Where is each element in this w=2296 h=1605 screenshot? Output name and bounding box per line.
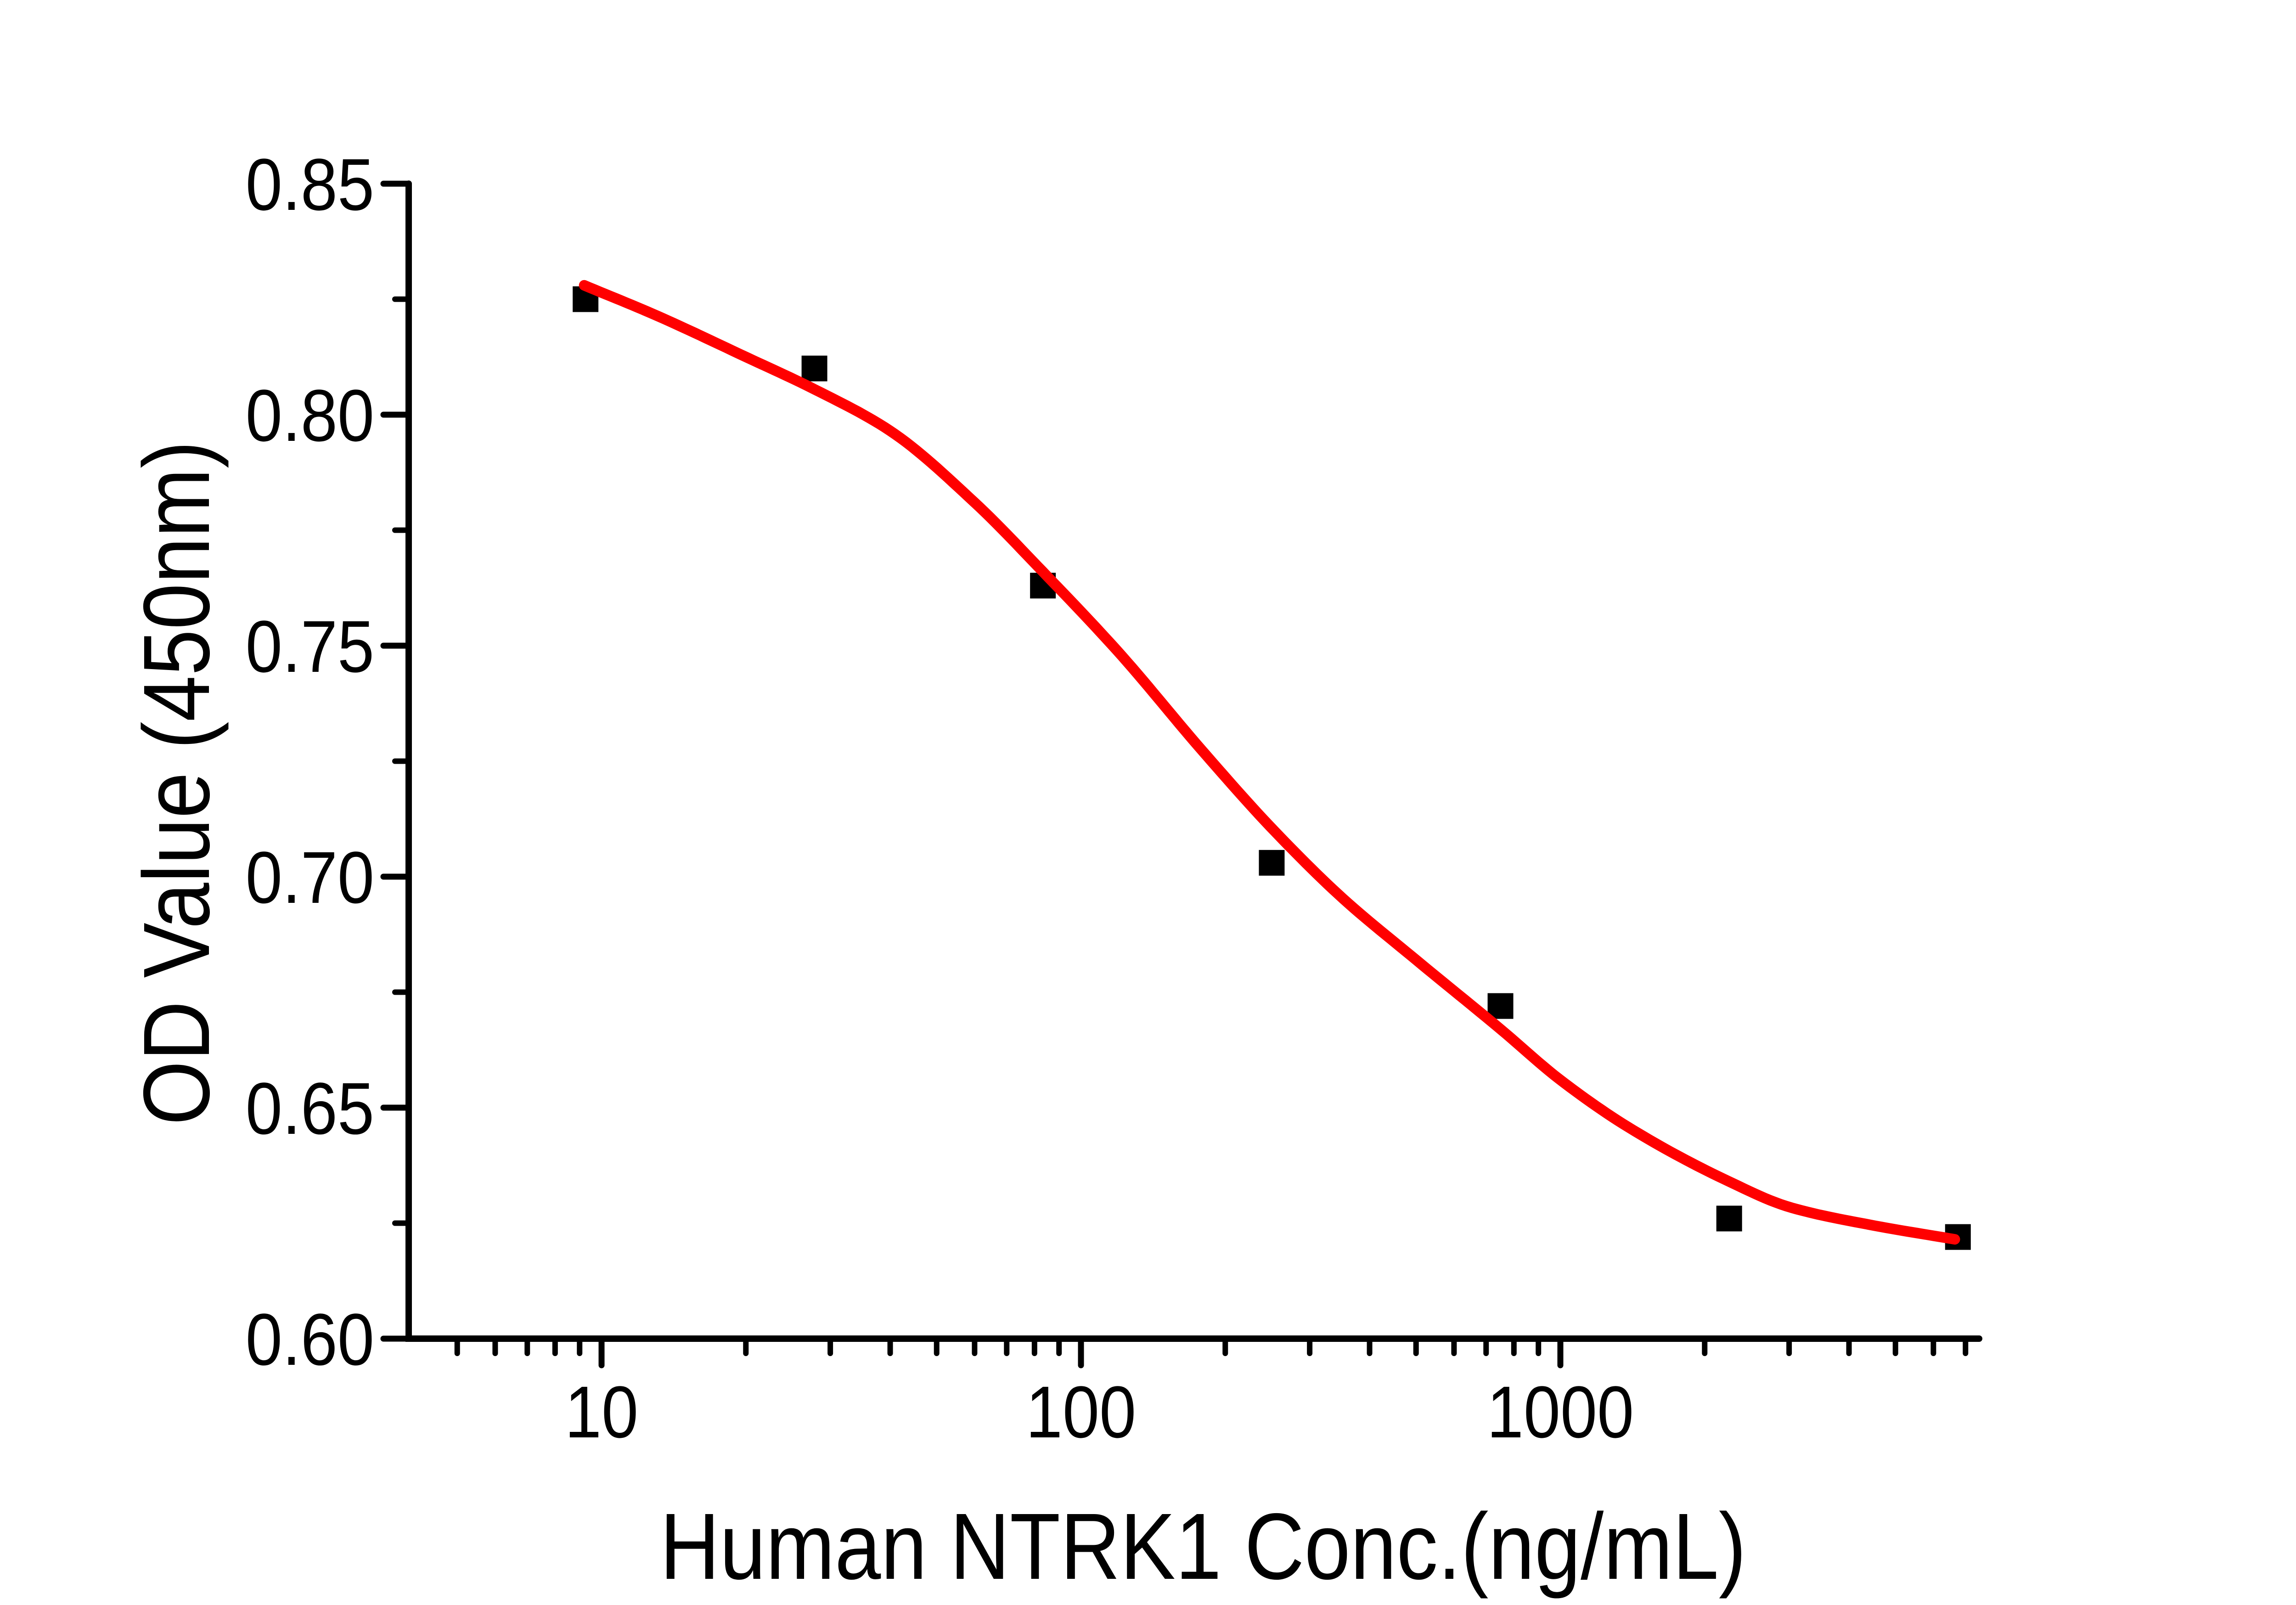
y-axis-title: OD Value (450nm) bbox=[124, 441, 229, 1125]
y-tick-label: 0.80 bbox=[246, 375, 374, 457]
axis-frame bbox=[405, 180, 1982, 1342]
y-tick-label: 0.85 bbox=[246, 144, 374, 226]
y-tick-label: 0.70 bbox=[246, 837, 374, 919]
data-point-marker bbox=[801, 355, 827, 382]
fit-curve-line bbox=[579, 280, 1960, 1245]
data-points bbox=[573, 286, 1971, 1250]
data-point-marker bbox=[1259, 850, 1285, 876]
x-axis-title: Human NTRK1 Conc.(ng/mL) bbox=[660, 1493, 1746, 1599]
y-tick-label: 0.60 bbox=[246, 1299, 374, 1381]
y-tick-label: 0.65 bbox=[246, 1068, 374, 1150]
x-tick-label: 1000 bbox=[1487, 1371, 1634, 1453]
axis-titles: Human NTRK1 Conc.(ng/mL) OD Value (450nm… bbox=[124, 441, 1746, 1599]
data-point-marker bbox=[1487, 993, 1514, 1019]
x-tick-label: 100 bbox=[1026, 1371, 1136, 1453]
axis-ticks bbox=[380, 180, 1969, 1368]
axes bbox=[405, 180, 1982, 1342]
data-point-marker bbox=[1716, 1205, 1742, 1232]
y-tick-label: 0.75 bbox=[246, 606, 374, 688]
tick-labels: 0.60 0.65 0.70 0.75 0.80 0.85 10 100 1000 bbox=[246, 144, 1634, 1453]
x-tick-label: 10 bbox=[565, 1371, 638, 1453]
fit-curve bbox=[579, 280, 1960, 1245]
